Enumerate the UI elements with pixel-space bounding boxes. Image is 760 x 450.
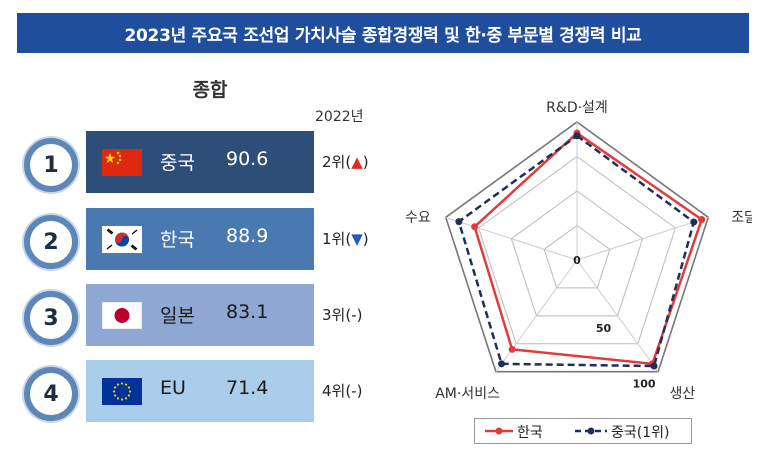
chart-title-banner: 2023년 주요국 조선업 가치사슬 종합경쟁력 및 한·중 부문별 경쟁력 비… xyxy=(17,13,749,53)
country-bar: EU 71.4 xyxy=(86,360,314,422)
prev-rank: 3위(-) xyxy=(322,306,363,324)
radar-series-line xyxy=(457,134,696,368)
prev-rank-close: ) xyxy=(362,230,369,248)
radar-grid-ring xyxy=(444,121,710,373)
radar-scale-label: 100 xyxy=(633,378,656,391)
triangle-up-icon: ▲ xyxy=(351,153,363,171)
china-flag-icon xyxy=(102,149,142,176)
prev-rank-change: 4위(-) xyxy=(322,380,362,401)
radar-grid-ring xyxy=(477,155,677,345)
radar-scale-label: 0 xyxy=(573,254,581,267)
radar-point xyxy=(455,218,463,226)
country-bar: 일본 83.1 xyxy=(86,284,314,346)
ranking-row: 2 한국 88.9 1위(▼) xyxy=(0,208,390,272)
rank-badge: 1 xyxy=(24,138,78,192)
radar-scale-label: 50 xyxy=(596,322,612,335)
radar-point xyxy=(690,218,698,226)
country-score: 90.6 xyxy=(226,148,269,170)
radar-series-line xyxy=(473,131,704,366)
radar-grid-ring xyxy=(543,224,611,289)
prev-rank-change: 1위(▼) xyxy=(322,228,369,249)
radar-spoke xyxy=(576,259,659,372)
country-name: 중국 xyxy=(160,152,195,174)
radar-grid-ring xyxy=(510,190,644,317)
korea-flag-icon xyxy=(102,226,142,253)
radar-point xyxy=(698,215,706,223)
ranking-row: 1 중국 90.6 2위(▲) xyxy=(0,131,390,195)
radar-spoke xyxy=(445,216,578,261)
radar-spoke xyxy=(495,259,578,372)
country-name: 한국 xyxy=(160,229,195,251)
prev-rank: 4위(-) xyxy=(322,382,363,400)
prev-rank-close: ) xyxy=(362,153,369,171)
year-label: 2022년 xyxy=(315,109,364,125)
rank-badge: 2 xyxy=(24,215,78,269)
ranking-row: 4 EU 71.4 4위(-) xyxy=(0,360,390,424)
radar-axis-label: R&D·설계 xyxy=(546,100,608,116)
country-bar: 중국 90.6 xyxy=(86,131,314,193)
prev-rank-change: 2위(▲) xyxy=(322,151,369,172)
country-score: 83.1 xyxy=(226,301,269,323)
country-bar: 한국 88.9 xyxy=(86,208,314,270)
radar-point xyxy=(498,360,506,368)
triangle-down-icon: ▼ xyxy=(351,230,363,248)
radar-axis-label: 조달 xyxy=(731,210,752,226)
country-score: 71.4 xyxy=(226,377,269,399)
radar-point xyxy=(508,345,516,353)
radar-point xyxy=(471,223,479,231)
legend: 한국 중국(1위) xyxy=(474,418,692,444)
chart-title: 2023년 주요국 조선업 가치사슬 종합경쟁력 및 한·중 부문별 경쟁력 비… xyxy=(124,25,642,46)
prev-rank-change: 3위(-) xyxy=(322,304,362,325)
rank-badge: 4 xyxy=(24,367,78,421)
radar-axis-label: 수요 xyxy=(405,210,431,226)
radar-point xyxy=(650,362,658,370)
country-name: 일본 xyxy=(160,305,195,327)
radar-spoke xyxy=(576,216,709,261)
country-name: EU xyxy=(160,377,186,399)
prev-rank: 2위( xyxy=(322,153,352,171)
legend-item-korea: 한국 xyxy=(517,425,543,441)
ranking-heading: 종합 xyxy=(192,79,228,101)
eu-flag-icon xyxy=(102,378,142,405)
legend-item-china: 중국(1위) xyxy=(611,425,670,441)
prev-rank: 1위( xyxy=(322,230,352,248)
radar-point xyxy=(573,132,581,140)
japan-flag-icon xyxy=(102,302,142,329)
ranking-row: 3 일본 83.1 3위(-) xyxy=(0,284,390,348)
radar-axis-label: 생산 xyxy=(670,386,696,402)
radar-axis-label: AM·서비스 xyxy=(435,386,500,402)
country-score: 88.9 xyxy=(226,225,269,247)
rank-badge: 3 xyxy=(24,291,78,345)
